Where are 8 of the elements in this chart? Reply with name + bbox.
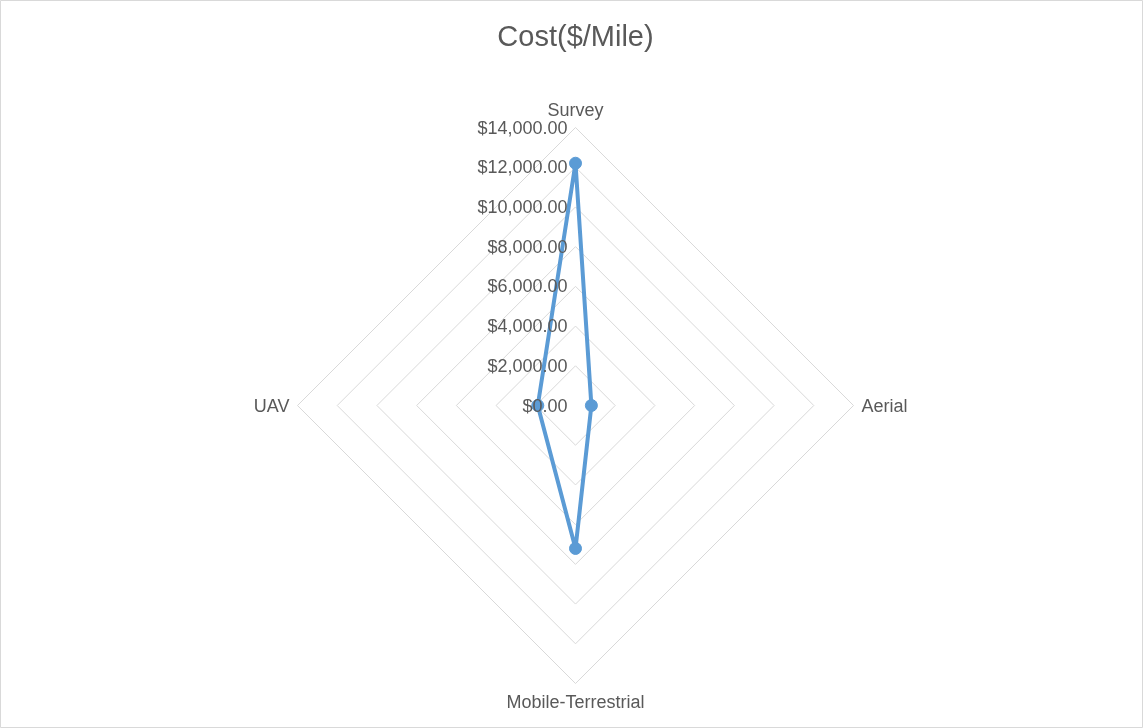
spoke-label: Aerial: [861, 395, 908, 416]
y-tick-label: $12,000.00: [477, 157, 568, 178]
chart-title: Cost($/Mile): [497, 19, 654, 52]
y-tick-label: $10,000.00: [477, 196, 568, 217]
spoke-label: Mobile-Terrestrial: [506, 691, 645, 712]
spoke-label: Survey: [547, 99, 604, 120]
spoke-label: UAV: [253, 395, 290, 416]
y-tick-label: $14,000.00: [477, 117, 568, 138]
